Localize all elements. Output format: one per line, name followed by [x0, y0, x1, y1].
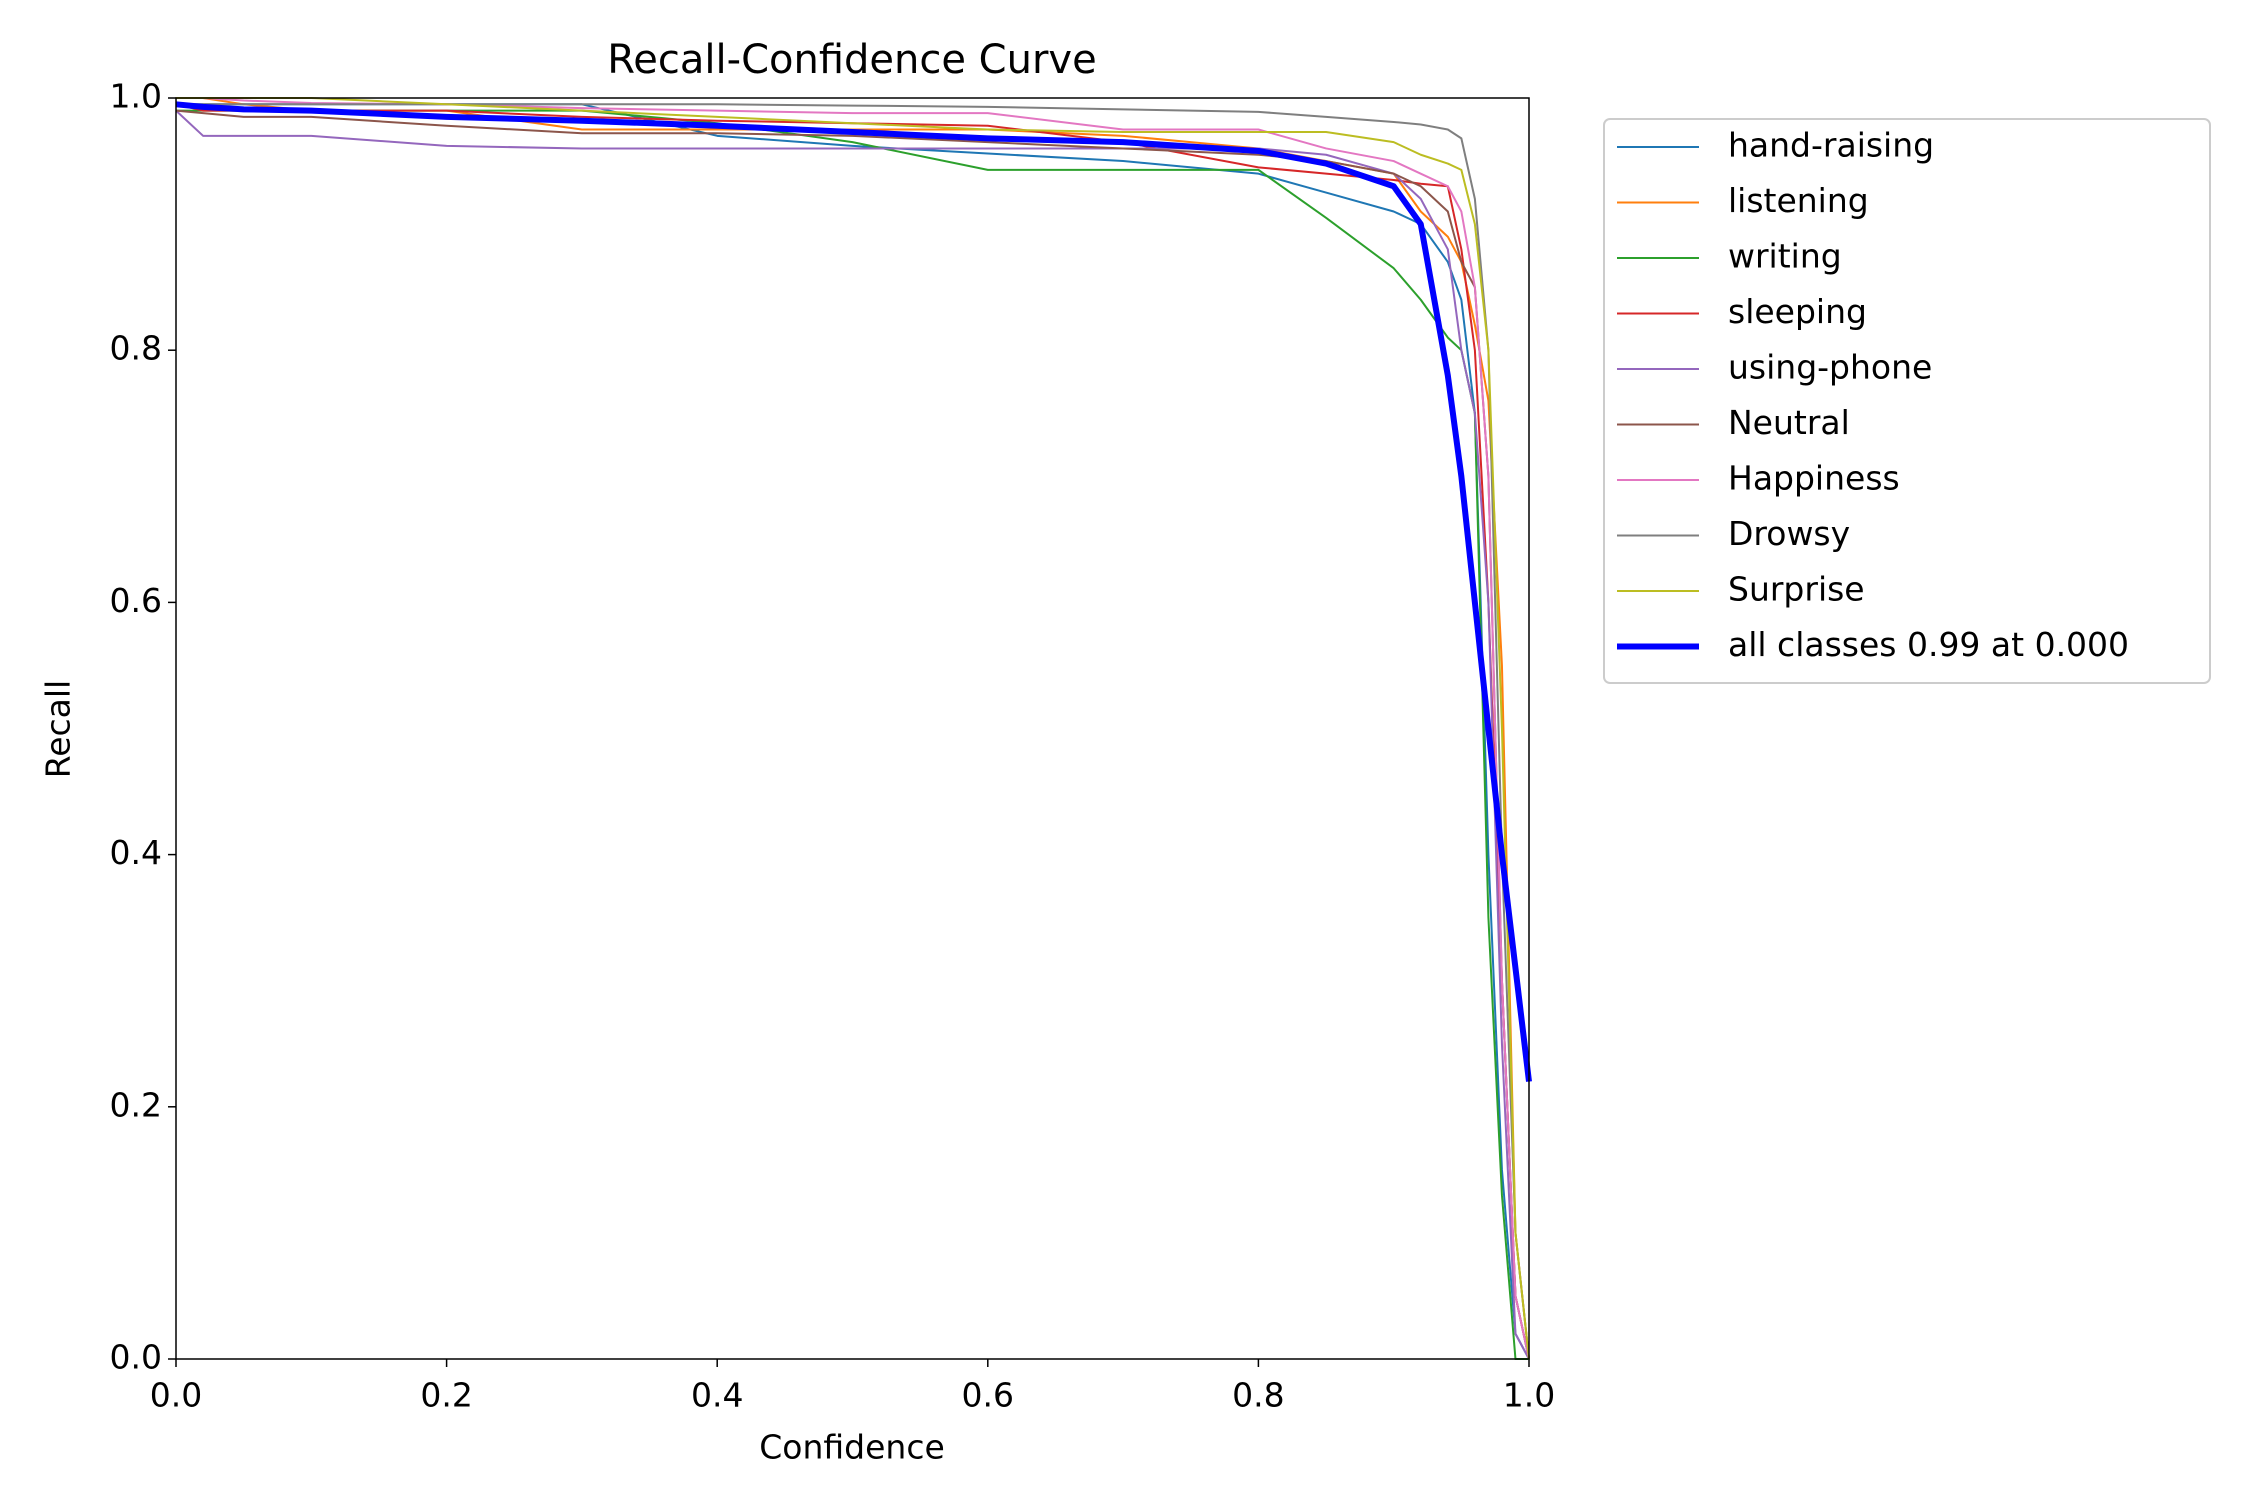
series-line: [176, 97, 1530, 1360]
series-line: [175, 109, 1530, 1360]
x-axis-label: Confidence: [759, 1428, 945, 1467]
y-tick-label: 0.6: [110, 581, 162, 620]
legend-label: writing: [1728, 237, 1842, 276]
series-line: [176, 97, 1530, 1360]
legend-label: sleeping: [1728, 292, 1867, 331]
x-tick-label: 0.8: [1232, 1376, 1284, 1415]
series-line: [175, 109, 1530, 1360]
legend-label: Happiness: [1728, 459, 1900, 498]
y-tick-label: 0.0: [110, 1338, 162, 1377]
legend-label: using-phone: [1728, 348, 1932, 387]
legend-label: listening: [1728, 181, 1869, 220]
x-tick-label: 0.6: [962, 1376, 1014, 1415]
series-line: [176, 97, 1530, 1360]
series-line: [176, 109, 1529, 1360]
series-line: [175, 101, 1532, 1082]
y-axis-label: Recall: [39, 680, 78, 778]
legend-label: all classes 0.99 at 0.000: [1728, 625, 2129, 664]
legend-label: Drowsy: [1728, 514, 1850, 553]
chart-title: Recall-Confidence Curve: [607, 37, 1096, 83]
series-line: [175, 103, 1530, 1360]
x-tick-label: 1.0: [1503, 1376, 1555, 1415]
y-tick-label: 1.0: [110, 77, 162, 116]
series-line: [176, 103, 1530, 1360]
x-tick-label: 0.0: [150, 1376, 202, 1415]
plot-frame: [175, 97, 1530, 1360]
y-tick-label: 0.4: [110, 833, 162, 872]
legend-label: hand-raising: [1728, 126, 1934, 165]
legend-label: Neutral: [1728, 403, 1850, 442]
legend-box: [1603, 118, 2211, 684]
y-tick-label: 0.8: [110, 329, 162, 368]
x-tick-label: 0.4: [691, 1376, 743, 1415]
legend-label: Surprise: [1728, 570, 1865, 609]
y-tick-label: 0.2: [110, 1085, 162, 1124]
x-tick-label: 0.2: [420, 1376, 472, 1415]
series-line: [176, 103, 1530, 1360]
